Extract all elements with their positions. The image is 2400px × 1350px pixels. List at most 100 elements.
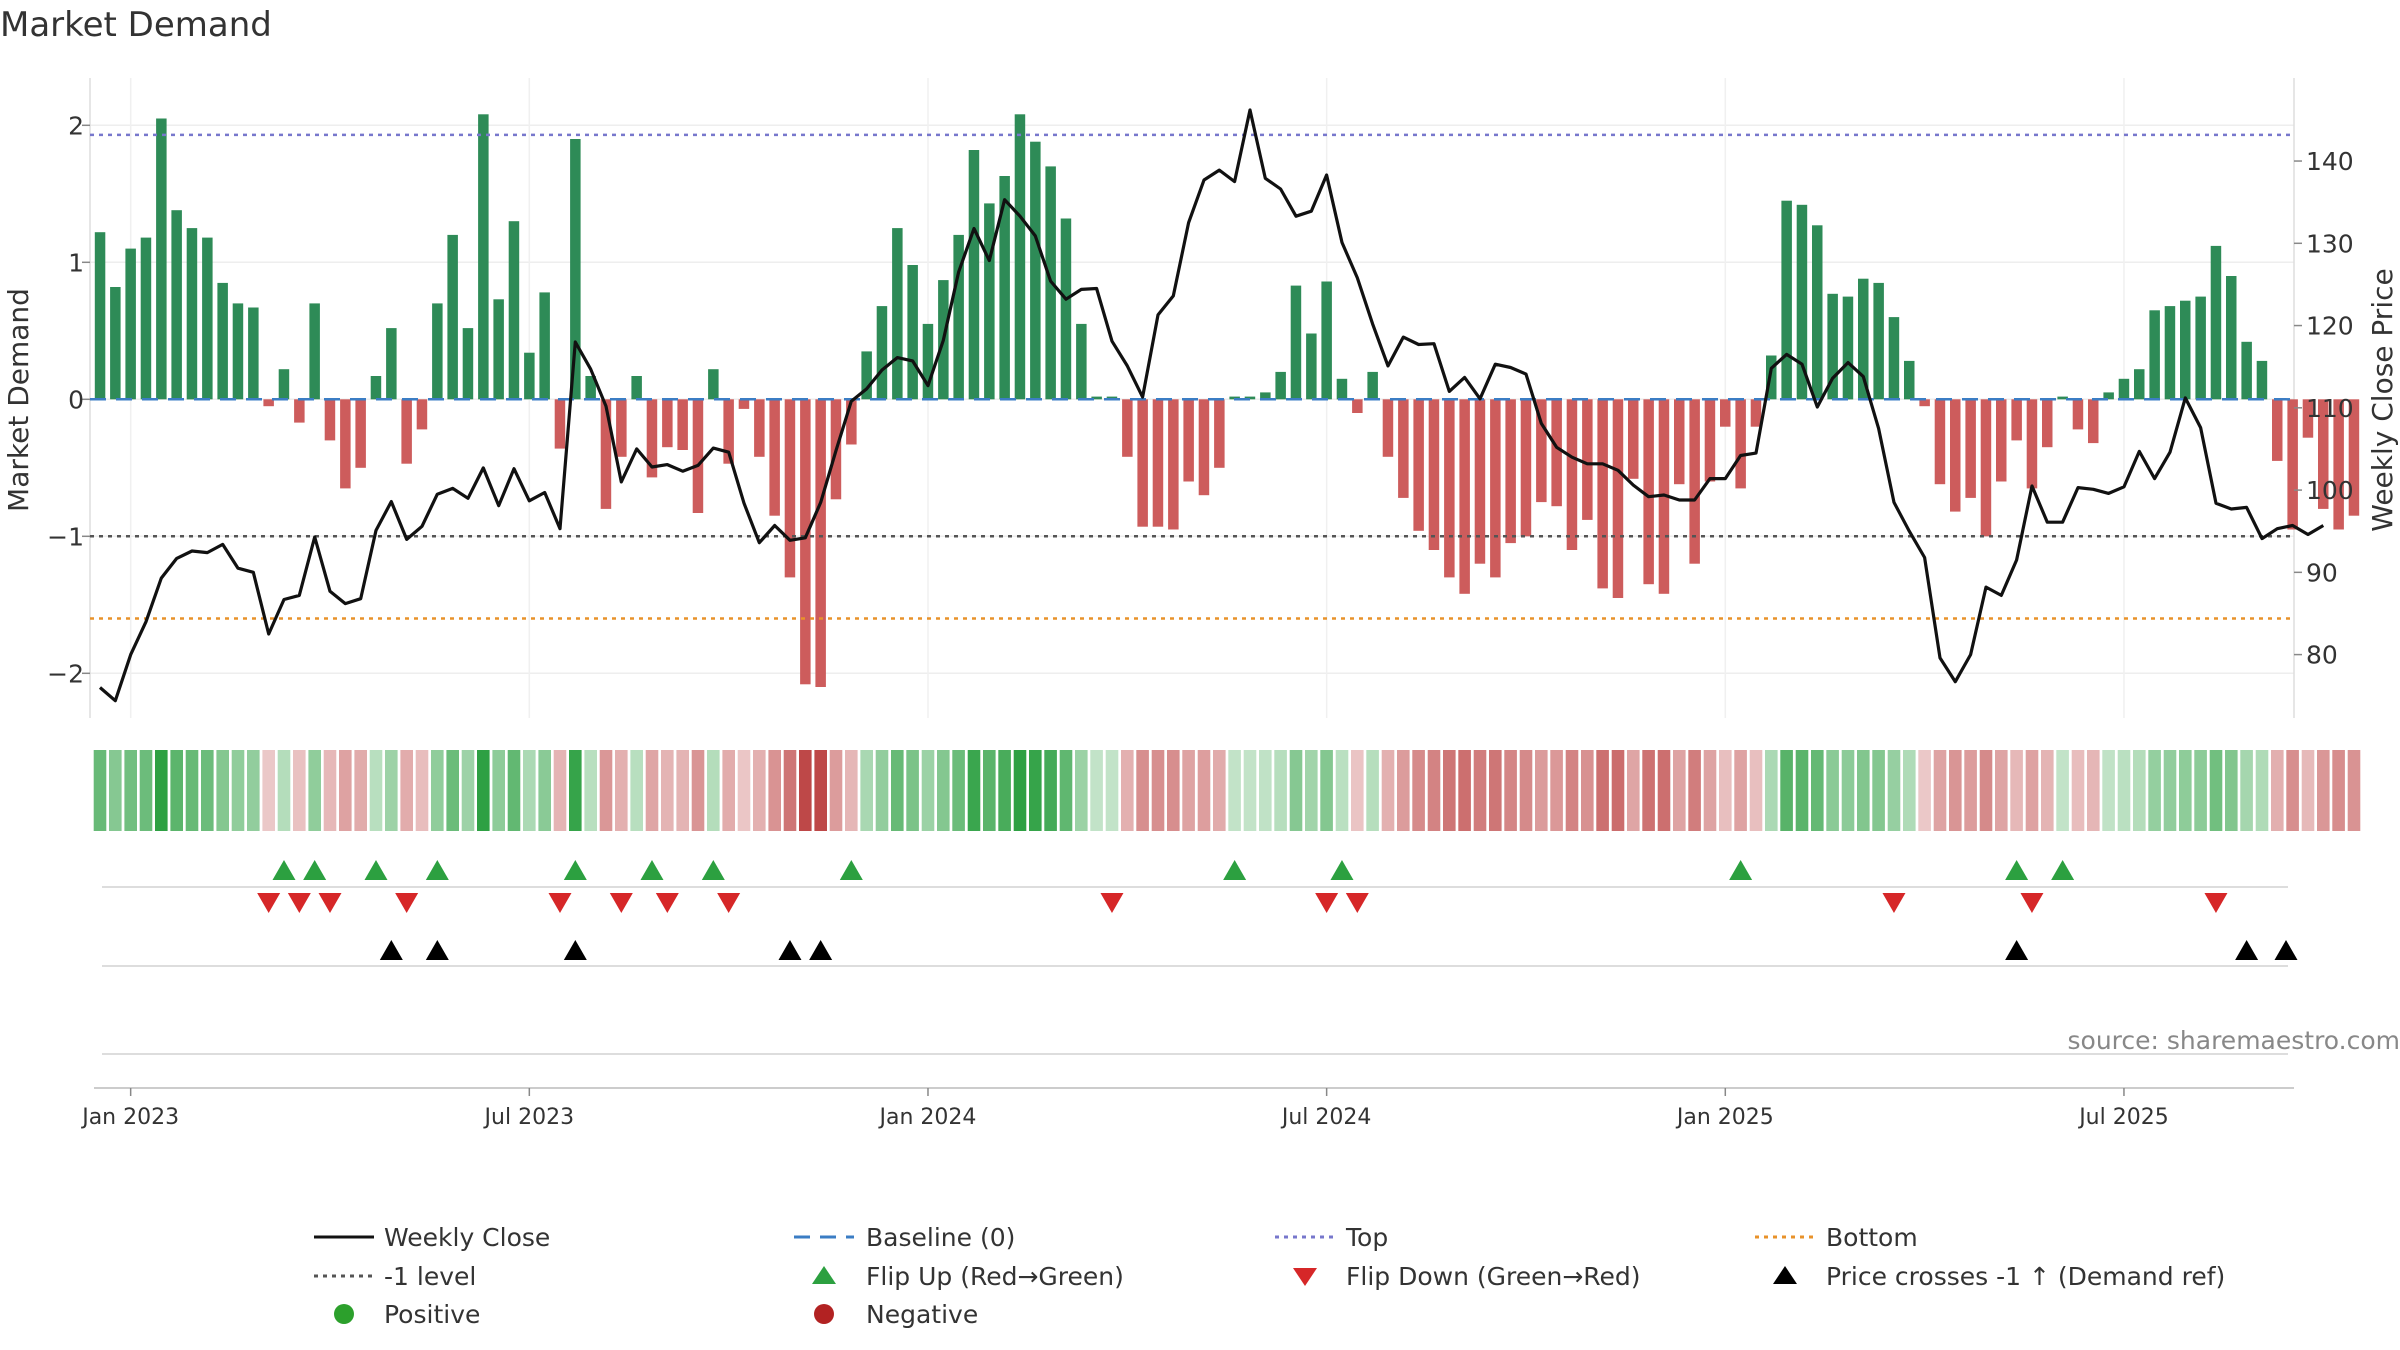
strip-cell	[1811, 750, 1824, 831]
strip-cell	[1274, 750, 1287, 831]
flip-down-marker	[1100, 893, 1124, 913]
strip-cell	[415, 750, 429, 831]
legend-price-cross: Price crosses -1 ↑ (Demand ref)	[1826, 1262, 2225, 1291]
strip-cell	[2332, 750, 2345, 831]
demand-bar	[1582, 399, 1593, 520]
strip-cell	[1105, 750, 1119, 831]
strip-cell	[2056, 750, 2069, 831]
strip-cell	[2301, 750, 2315, 831]
demand-bar	[1643, 399, 1654, 585]
strip-cell	[2148, 750, 2161, 831]
demand-bar	[677, 399, 688, 450]
demand-bar	[1398, 399, 1409, 498]
strip-cell	[1335, 750, 1349, 831]
strip-cell	[1121, 750, 1134, 831]
demand-bar	[539, 292, 550, 400]
strip-cell	[1044, 750, 1057, 831]
demand-bar	[1336, 378, 1348, 400]
flip-down-marker	[2020, 893, 2044, 913]
strip-cell	[1013, 750, 1027, 831]
demand-bar	[2287, 399, 2298, 530]
legend-top: Top	[1345, 1223, 1388, 1252]
demand-bar	[2072, 399, 2084, 430]
y2-tick-label: 120	[2306, 312, 2354, 341]
legend-negative: Negative	[866, 1300, 978, 1329]
price-cross-marker	[425, 940, 449, 960]
demand-bar	[631, 376, 642, 400]
demand-bar	[723, 399, 734, 464]
weekly-close-line	[98, 108, 2325, 703]
strip-cell	[906, 750, 919, 831]
demand-bar	[815, 399, 826, 687]
strip-cell	[2087, 750, 2100, 831]
flip-up-marker	[303, 860, 327, 880]
right-axis-ticks: 80 90 100 110 120 130 140	[2294, 147, 2354, 670]
strip-cell	[1581, 750, 1594, 831]
strip-cell	[2117, 750, 2131, 831]
demand-bar	[294, 399, 305, 423]
strip-cell	[2194, 750, 2207, 831]
demand-bar	[1827, 293, 1838, 400]
strip-cell	[1611, 750, 1625, 831]
strip-cell	[1443, 750, 1456, 831]
flip-up-marker	[364, 860, 388, 880]
strip-cell	[1381, 750, 1395, 831]
demand-bar	[278, 369, 290, 400]
strip-cell	[1826, 750, 1839, 831]
strip-cell	[630, 750, 643, 831]
demand-bar	[2026, 399, 2038, 489]
demand-bar	[462, 328, 474, 400]
strip-cell	[937, 750, 950, 831]
demand-bar	[1183, 399, 1194, 482]
strip-cell	[1795, 750, 1809, 831]
strip-cell	[860, 750, 873, 831]
demand-bar	[309, 303, 320, 400]
flip-up-marker	[2005, 860, 2029, 880]
demand-bar	[1980, 399, 1992, 537]
strip-cell	[1995, 750, 2008, 831]
flip-down-marker	[1345, 893, 1369, 913]
demand-bar	[1428, 399, 1440, 550]
demand-bar	[2103, 392, 2114, 400]
demand-bar	[94, 232, 106, 400]
flip-down-marker	[287, 893, 311, 913]
flip-down-marker	[609, 893, 633, 913]
strip-cell	[891, 750, 904, 831]
demand-bar	[2134, 369, 2145, 400]
strip-cell	[308, 750, 321, 831]
legend-price-cross-swatch	[1773, 1266, 1797, 1284]
demand-bar	[478, 114, 489, 400]
demand-bar	[1030, 141, 1041, 400]
strip-cell	[323, 750, 337, 831]
demand-bar	[2318, 399, 2329, 509]
strip-cell	[461, 750, 475, 831]
demand-bar	[1520, 399, 1532, 537]
demand-bar	[110, 287, 121, 400]
strip-cell	[1964, 750, 1977, 831]
demand-bar	[1137, 399, 1148, 527]
demand-bar	[171, 210, 182, 400]
strip-cell	[1489, 750, 1502, 831]
demand-bar	[1750, 399, 1762, 427]
flip-up-marker	[563, 860, 587, 880]
strip-cell	[1504, 750, 1517, 831]
strip-cell	[523, 750, 536, 831]
demand-bar	[1060, 218, 1072, 400]
strip-cell	[1366, 750, 1379, 831]
demand-bar	[370, 376, 382, 400]
legend-flip-down-swatch	[1293, 1268, 1317, 1286]
strip-cell	[1918, 750, 1931, 831]
strip-cell	[1029, 750, 1042, 831]
strip-cell	[1857, 750, 1870, 831]
demand-bar	[2088, 399, 2099, 444]
strip-cell	[1841, 750, 1855, 831]
price-cross-marker	[379, 940, 403, 960]
strip-cell	[1627, 750, 1640, 831]
strip-cell	[952, 750, 965, 831]
strip-cell	[1596, 750, 1609, 831]
flip-up-marker	[640, 860, 664, 880]
demand-bar	[1720, 399, 1731, 427]
demand-bar	[2226, 276, 2237, 400]
flip-down-marker	[257, 893, 281, 913]
demand-bar	[1674, 399, 1685, 485]
